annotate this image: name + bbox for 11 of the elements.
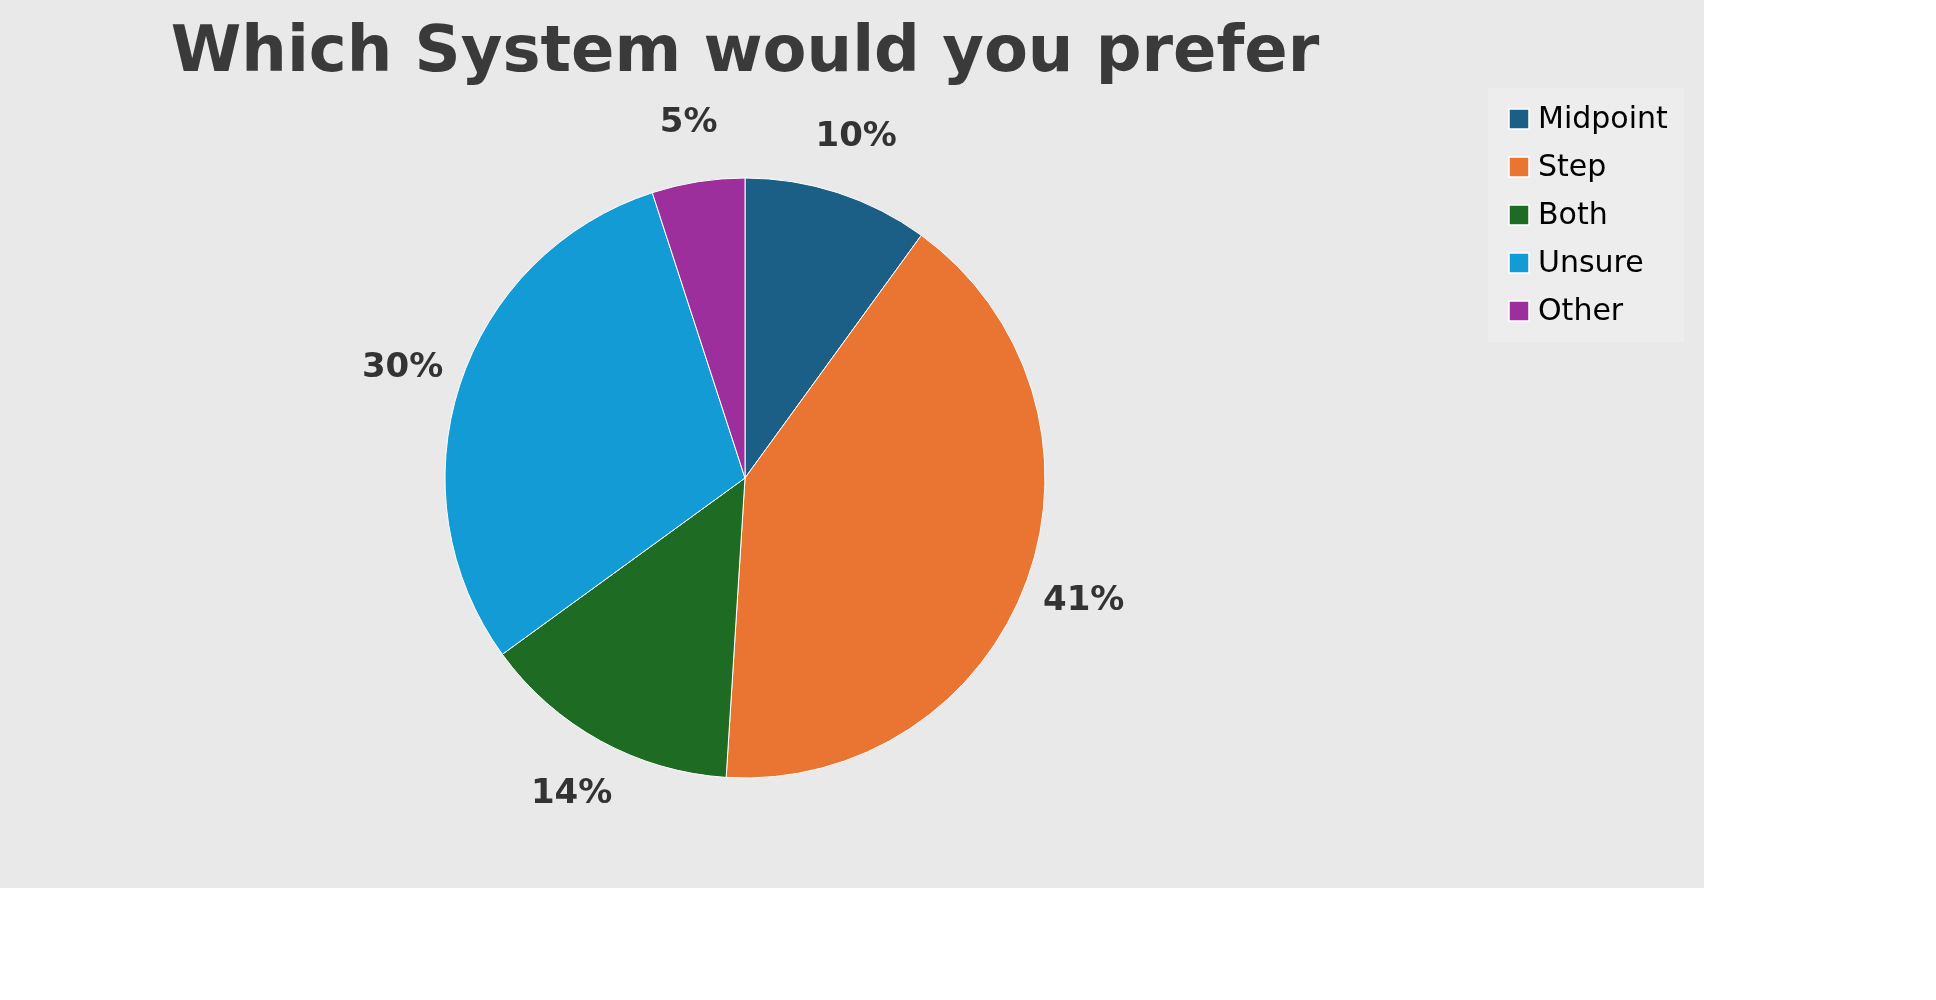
chart-title: Which System would you prefer (170, 12, 1320, 86)
data-label: 30% (361, 344, 444, 385)
legend-label: Other (1538, 292, 1624, 327)
data-label: 5% (659, 100, 718, 141)
legend-label: Both (1538, 196, 1608, 231)
legend-label: Step (1538, 148, 1607, 183)
data-label: 10% (815, 113, 897, 154)
data-label: 14% (530, 771, 613, 812)
legend-label: Unsure (1538, 244, 1644, 279)
legend-label: Midpoint (1538, 100, 1669, 135)
data-label: 41% (1043, 577, 1125, 618)
